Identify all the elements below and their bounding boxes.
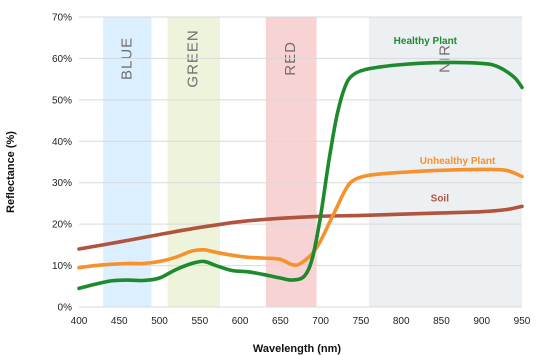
x-tick-label: 650: [272, 316, 289, 327]
y-tick-label: 40%: [52, 137, 72, 148]
y-tick-label: 0%: [58, 303, 73, 314]
y-tick-label: 50%: [52, 95, 72, 106]
series-label-soil: Soil: [431, 193, 450, 204]
series-label-unhealthy-plant: Unhealthy Plant: [420, 156, 496, 167]
gridlines: [79, 16, 522, 308]
y-axis-ticks: 0% 10% 20% 30% 40% 50% 60% 70%: [52, 13, 72, 314]
x-axis-ticks: 400 450 500 550 600 650 700 750 800 850 900 950: [71, 316, 531, 327]
y-tick-label: 30%: [52, 178, 72, 189]
x-tick-label: 550: [191, 316, 208, 327]
series-lines: [77, 60, 524, 291]
band-blue: [103, 17, 152, 307]
x-tick-label: 800: [393, 316, 410, 327]
y-tick-label: 10%: [52, 261, 72, 272]
x-tick-label: 950: [514, 316, 531, 327]
y-axis-label: Reflectance (%): [5, 131, 17, 213]
x-axis-label: Wavelength (nm): [253, 343, 342, 355]
y-tick-label: 60%: [52, 54, 72, 65]
series-line-healthy-plant: [77, 60, 524, 291]
series-labels: Healthy Plant Unhealthy Plant Soil: [394, 36, 496, 204]
series-line-unhealthy-plant: [77, 167, 524, 270]
series-label-healthy-plant: Healthy Plant: [394, 36, 458, 47]
y-tick-label: 70%: [52, 13, 72, 24]
y-tick-label: 20%: [52, 220, 72, 231]
x-tick-label: 600: [232, 316, 249, 327]
x-tick-label: 500: [151, 316, 168, 327]
x-tick-label: 850: [433, 316, 450, 327]
x-tick-label: 450: [111, 316, 128, 327]
x-tick-label: 400: [71, 316, 88, 327]
x-tick-label: 700: [312, 316, 329, 327]
x-tick-label: 750: [353, 316, 370, 327]
x-tick-label: 900: [473, 316, 490, 327]
